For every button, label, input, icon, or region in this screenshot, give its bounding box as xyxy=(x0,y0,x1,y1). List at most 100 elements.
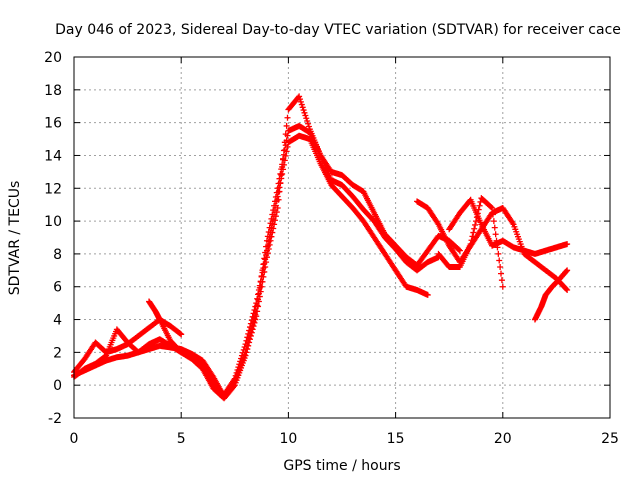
data-point xyxy=(472,221,479,228)
series-trace-g xyxy=(435,195,506,290)
data-point xyxy=(297,98,304,105)
data-point xyxy=(271,221,278,228)
data-point xyxy=(284,132,291,139)
data-point xyxy=(473,218,479,225)
data-point xyxy=(305,123,312,130)
data-point xyxy=(253,308,260,315)
data-point xyxy=(272,217,278,224)
data-point xyxy=(263,243,270,250)
data-point xyxy=(488,204,495,211)
axis-ticks xyxy=(73,56,611,419)
data-point xyxy=(258,273,265,280)
data-point xyxy=(249,322,256,329)
data-point xyxy=(270,225,277,232)
x-tick-label: 5 xyxy=(177,431,186,447)
series-trace-f xyxy=(446,196,571,257)
data-point xyxy=(281,146,288,153)
data-point xyxy=(474,210,481,217)
data-point xyxy=(283,137,290,144)
data-point xyxy=(273,209,280,216)
y-tick-label: 14 xyxy=(44,148,62,164)
data-point xyxy=(469,233,476,240)
data-point xyxy=(262,249,269,256)
data-point xyxy=(254,302,261,309)
x-tick-label: 20 xyxy=(494,431,512,447)
data-point xyxy=(303,115,310,122)
series-trace-h xyxy=(531,267,571,323)
y-tick-label: 18 xyxy=(44,83,62,99)
data-point xyxy=(272,198,278,205)
data-point xyxy=(272,194,279,201)
y-tick-label: 4 xyxy=(53,313,62,329)
data-point xyxy=(456,247,463,254)
data-point xyxy=(282,142,289,149)
data-point xyxy=(304,117,311,124)
data-point xyxy=(492,231,499,238)
data-point xyxy=(278,172,285,179)
data-point xyxy=(264,233,271,240)
data-point xyxy=(246,332,253,339)
data-point xyxy=(279,161,286,168)
data-point xyxy=(270,207,277,214)
y-tick-label: 10 xyxy=(44,214,62,230)
y-tick-label: 12 xyxy=(44,181,62,197)
data-point xyxy=(274,204,281,211)
data-point xyxy=(467,241,474,248)
data-point xyxy=(564,267,571,274)
data-point xyxy=(456,246,463,253)
data-point xyxy=(250,318,257,325)
data-point xyxy=(260,261,267,268)
data-point xyxy=(263,237,270,244)
data-point xyxy=(269,211,276,218)
data-point xyxy=(302,112,309,119)
data-points xyxy=(71,93,571,402)
data-point xyxy=(299,104,306,111)
data-point xyxy=(476,202,483,209)
data-point xyxy=(274,185,281,192)
data-point xyxy=(473,214,480,221)
data-point xyxy=(230,380,237,387)
data-point xyxy=(498,277,505,284)
y-tick-labels: -2 0 2 4 6 8 10 12 14 16 18 20 xyxy=(44,50,62,427)
data-point xyxy=(283,122,290,129)
data-point xyxy=(468,237,475,244)
series-trace-a xyxy=(71,132,431,399)
data-point xyxy=(247,328,254,335)
data-point xyxy=(248,325,255,332)
data-point xyxy=(563,268,570,275)
data-point xyxy=(273,189,280,196)
y-axis-title: SDTVAR / TECUs xyxy=(7,181,23,296)
y-tick-label: -2 xyxy=(48,411,62,427)
data-point xyxy=(495,250,502,257)
data-point xyxy=(272,213,279,220)
data-point xyxy=(498,270,505,277)
data-point xyxy=(284,114,291,121)
data-point xyxy=(257,278,264,285)
data-point xyxy=(275,180,282,187)
data-point xyxy=(177,330,184,337)
data-point xyxy=(178,331,185,338)
data-point xyxy=(243,345,250,352)
grid xyxy=(74,57,610,418)
data-point xyxy=(255,303,262,310)
x-tick-label: 15 xyxy=(387,431,405,447)
data-point xyxy=(261,255,268,262)
data-point xyxy=(277,170,284,177)
data-point xyxy=(242,349,249,356)
data-point xyxy=(263,254,270,261)
data-point xyxy=(305,120,312,127)
data-point xyxy=(497,264,504,271)
chart-title: Day 046 of 2023, Sidereal Day-to-day VTE… xyxy=(55,22,621,38)
data-point xyxy=(490,218,497,225)
data-point xyxy=(271,202,278,209)
data-point xyxy=(470,229,477,236)
series-trace-d xyxy=(146,298,185,338)
data-point xyxy=(297,96,304,103)
data-point xyxy=(564,287,571,294)
x-tick-label: 0 xyxy=(70,431,79,447)
data-point xyxy=(491,224,498,231)
data-point xyxy=(259,267,266,274)
data-point xyxy=(300,107,307,114)
data-point xyxy=(471,225,478,232)
